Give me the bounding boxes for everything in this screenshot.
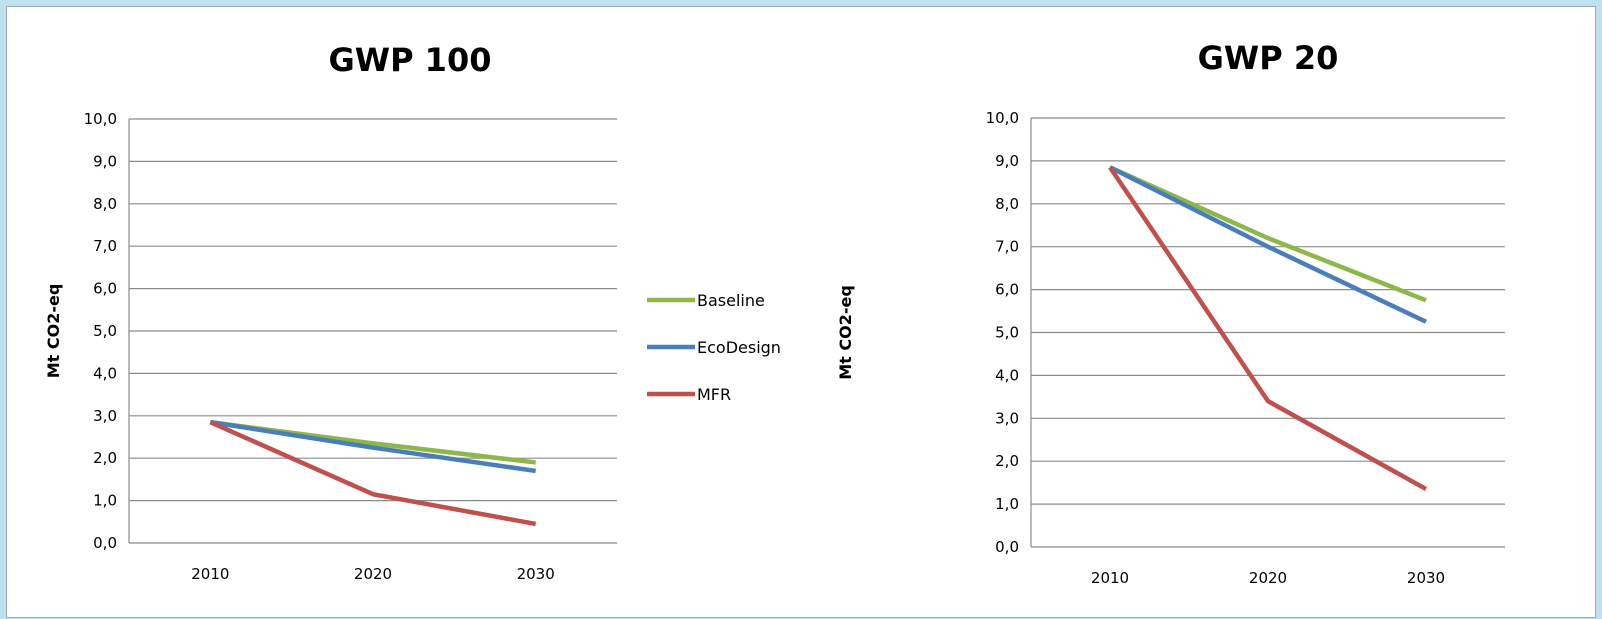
series-line-ecodesign: [1108, 165, 1427, 324]
legend: Baseline EcoDesign MFR: [647, 291, 781, 404]
chart-panel-1: GWP 100 Mt CO2-eq 0,0 1,0 2,0 3,0 4,0 5,0 6,0 7,0…: [44, 41, 617, 583]
y-tick-label: 9,0: [995, 152, 1019, 170]
y-tick-label: 7,0: [995, 238, 1019, 256]
y-tick-label: 5,0: [995, 324, 1019, 342]
legend-label: MFR: [697, 385, 731, 404]
y-tick-label: 1,0: [93, 492, 117, 510]
y-axis-label: Mt CO2-eq: [836, 285, 855, 380]
x-tick-label: 2020: [354, 565, 392, 583]
series-line-mfr: [1108, 166, 1428, 492]
y-tick-label: 4,0: [995, 366, 1019, 384]
y-tick-label: 8,0: [93, 195, 117, 213]
series-line-mfr: [209, 420, 537, 527]
y-axis-label: Mt CO2-eq: [44, 284, 63, 379]
chart-canvas: GWP 100 Mt CO2-eq 0,0 1,0 2,0 3,0 4,0 5,0 6,0 7,0…: [44, 39, 1505, 587]
y-tick-label: 1,0: [995, 495, 1019, 513]
y-tick-label: 3,0: [93, 407, 117, 425]
x-tick-label: 2010: [1091, 569, 1129, 587]
y-tick-label: 9,0: [93, 152, 117, 170]
chart-frame: GWP 100 Mt CO2-eq 0,0 1,0 2,0 3,0 4,0 5,0 6,0 7,0…: [6, 6, 1596, 618]
y-tick-label: 2,0: [93, 449, 117, 467]
y-tick-label: 6,0: [995, 281, 1019, 299]
x-tick-label: 2030: [517, 565, 555, 583]
series-line-baseline: [1109, 165, 1427, 303]
legend-label: EcoDesign: [697, 338, 781, 357]
y-tick-label: 3,0: [995, 409, 1019, 427]
x-tick-label: 2010: [191, 565, 229, 583]
y-tick-label: 2,0: [995, 452, 1019, 470]
x-tick-label: 2020: [1249, 569, 1287, 587]
y-tick-label: 4,0: [93, 364, 117, 382]
y-tick-label: 0,0: [995, 538, 1019, 556]
chart-panel-2: GWP 20 Mt CO2-eq 0,0 1,0 2,0 3,0 4,0 5,0 6,0 7,0 8…: [836, 39, 1505, 587]
y-tick-label: 8,0: [995, 195, 1019, 213]
legend-label: Baseline: [697, 291, 765, 310]
y-tick-label: 10,0: [84, 110, 117, 128]
chart-title: GWP 100: [329, 41, 492, 79]
chart-title: GWP 20: [1198, 39, 1339, 77]
y-tick-label: 7,0: [93, 237, 117, 255]
y-tick-label: 5,0: [93, 322, 117, 340]
y-tick-label: 6,0: [93, 280, 117, 298]
x-tick-label: 2030: [1407, 569, 1445, 587]
y-tick-label: 10,0: [986, 109, 1019, 127]
series-line-ecodesign: [209, 419, 536, 474]
y-tick-label: 0,0: [93, 534, 117, 552]
